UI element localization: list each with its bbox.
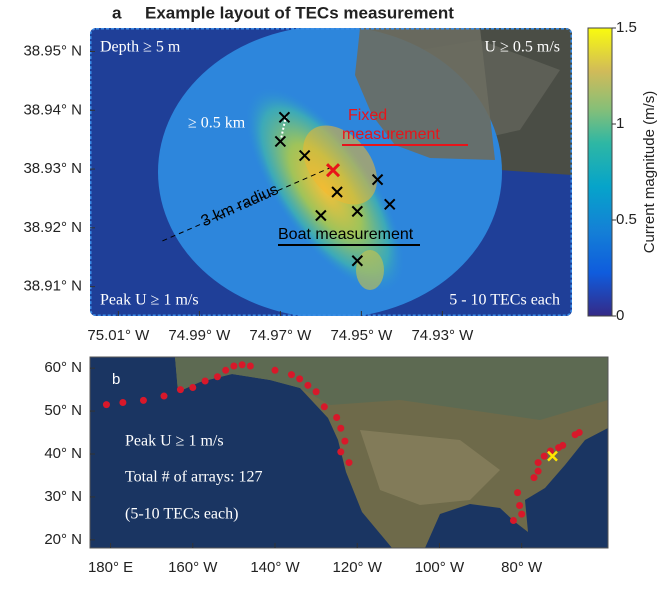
site bbox=[189, 384, 196, 391]
site bbox=[576, 429, 583, 436]
site bbox=[119, 399, 126, 406]
site bbox=[559, 442, 566, 449]
y-tick-label: 20° N bbox=[44, 531, 82, 548]
site bbox=[103, 401, 110, 408]
annotation: Peak U ≥ 1 m/s bbox=[100, 292, 199, 309]
y-tick-label: 38.92° N bbox=[23, 219, 82, 236]
site bbox=[313, 388, 320, 395]
annotation: Total # of arrays: 127 bbox=[125, 469, 263, 486]
site bbox=[510, 517, 517, 524]
colorbar-tick-label: 1.5 bbox=[616, 19, 637, 36]
colorbar-tick-label: 0.5 bbox=[616, 211, 637, 228]
x-tick-label: 160° W bbox=[168, 559, 218, 576]
x-tick-label: 140° W bbox=[250, 559, 300, 576]
annotation: Boat measurement bbox=[278, 226, 414, 243]
site bbox=[531, 474, 538, 481]
site bbox=[535, 468, 542, 475]
y-tick-label: 30° N bbox=[44, 488, 82, 505]
site bbox=[541, 453, 548, 460]
x-tick-label: 180° E bbox=[88, 559, 133, 576]
site bbox=[321, 403, 328, 410]
site bbox=[247, 363, 254, 370]
site bbox=[333, 414, 340, 421]
annotation: U ≥ 0.5 m/s bbox=[485, 39, 560, 56]
annotation: ≥ 0.5 km bbox=[188, 115, 246, 132]
site bbox=[214, 373, 221, 380]
x-tick-label: 74.97° W bbox=[249, 327, 312, 344]
annotation: (5-10 TECs each) bbox=[125, 506, 238, 523]
site bbox=[296, 375, 303, 382]
panel-label: b bbox=[112, 371, 120, 388]
site bbox=[222, 367, 229, 374]
colorbar-tick-label: 1 bbox=[616, 115, 624, 132]
figure: a Example layout of TECs measurement Dep… bbox=[0, 0, 662, 586]
x-tick-label: 74.95° W bbox=[330, 327, 393, 344]
y-tick-label: 60° N bbox=[44, 359, 82, 376]
annotation: measurement bbox=[342, 126, 440, 143]
x-tick-label: 75.01° W bbox=[87, 327, 150, 344]
site bbox=[337, 425, 344, 432]
site bbox=[161, 393, 168, 400]
site bbox=[514, 489, 521, 496]
site bbox=[535, 459, 542, 466]
x-tick-label: 100° W bbox=[415, 559, 465, 576]
y-tick-label: 38.94° N bbox=[23, 101, 82, 118]
y-tick-label: 40° N bbox=[44, 445, 82, 462]
x-tick-label: 80° W bbox=[501, 559, 543, 576]
site bbox=[337, 448, 344, 455]
title: Example layout of TECs measurement bbox=[145, 3, 454, 22]
y-tick-label: 38.95° N bbox=[23, 42, 82, 59]
site bbox=[518, 511, 525, 518]
colorbar-tick-label: 0 bbox=[616, 307, 624, 324]
page: a Example layout of TECs measurement Dep… bbox=[0, 0, 662, 591]
site bbox=[288, 371, 295, 378]
site bbox=[202, 378, 209, 385]
site bbox=[516, 502, 523, 509]
annotation: Peak U ≥ 1 m/s bbox=[125, 433, 224, 450]
y-tick-label: 38.93° N bbox=[23, 160, 82, 177]
site bbox=[304, 382, 311, 389]
site bbox=[230, 363, 237, 370]
x-tick-label: 74.99° W bbox=[168, 327, 231, 344]
site bbox=[341, 438, 348, 445]
panel-label: a bbox=[112, 3, 122, 22]
x-tick-label: 120° W bbox=[333, 559, 383, 576]
x-tick-label: 74.93° W bbox=[411, 327, 474, 344]
site bbox=[272, 367, 279, 374]
annotation: Fixed bbox=[348, 107, 387, 124]
annotation: Depth ≥ 5 m bbox=[100, 39, 181, 56]
site bbox=[239, 361, 246, 368]
colorbar bbox=[588, 28, 612, 316]
site bbox=[140, 397, 147, 404]
site bbox=[177, 386, 184, 393]
y-tick-label: 50° N bbox=[44, 402, 82, 419]
site bbox=[346, 459, 353, 466]
annotation: 5 - 10 TECs each bbox=[449, 292, 560, 309]
colorbar-label: Current magnitude (m/s) bbox=[641, 91, 658, 254]
y-tick-label: 38.91° N bbox=[23, 278, 82, 295]
